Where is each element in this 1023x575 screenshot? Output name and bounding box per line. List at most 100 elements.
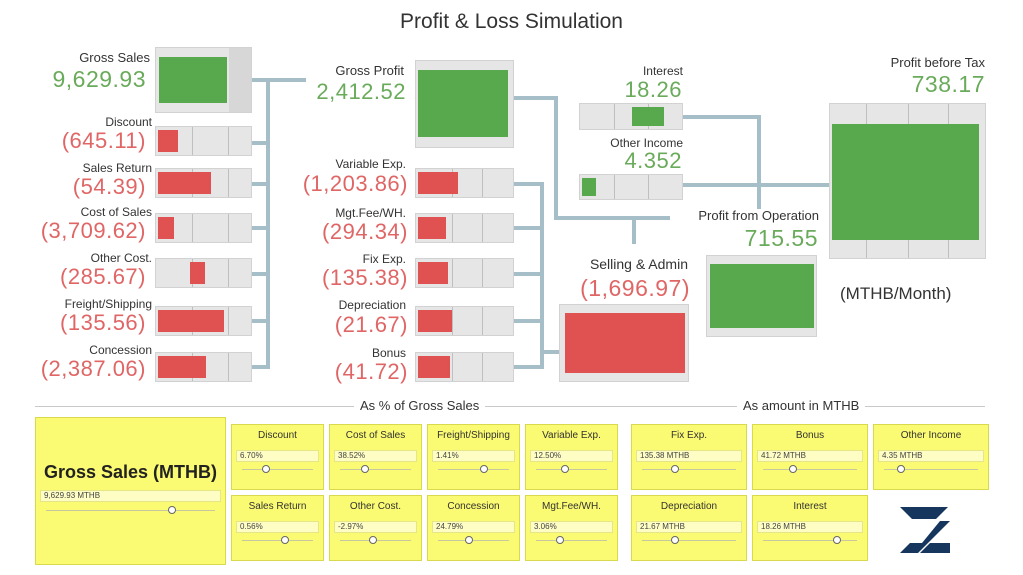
slider-track[interactable] [536, 469, 607, 470]
param-input[interactable]: 0.56% [236, 521, 319, 533]
slider-track[interactable] [884, 469, 978, 470]
slider-track[interactable] [642, 469, 736, 470]
param-panel-other-income[interactable]: Other Income 4.35 MTHB [873, 424, 989, 490]
other-cost-label: Other Cost. [90, 251, 152, 265]
param-panel-freight[interactable]: Freight/Shipping 1.41% [427, 424, 520, 490]
slider-knob[interactable] [897, 465, 906, 473]
z-logo-icon [900, 507, 950, 553]
depreciation-value: (21.67) [334, 312, 408, 337]
pct-section-title: As % of Gross Sales [354, 398, 486, 413]
gross-sales-label: Gross Sales [79, 50, 150, 65]
slider-knob[interactable] [560, 465, 569, 473]
sales-return-label: Sales Return [82, 161, 152, 175]
slider-track[interactable] [642, 540, 736, 541]
cost-of-sales-bar [155, 213, 252, 243]
gross-sales-slider[interactable] [168, 506, 176, 514]
param-panel-variable-exp[interactable]: Variable Exp. 12.50% [525, 424, 618, 490]
gross-sales-param-title: Gross Sales (MTHB) [43, 462, 218, 482]
param-title: Mgt.Fee/WH. [542, 501, 601, 512]
freight-value: (135.56) [60, 310, 146, 335]
slider-track[interactable] [340, 469, 411, 470]
param-panel-depreciation[interactable]: Depreciation 21.67 MTHB [631, 495, 747, 561]
param-panel-bonus[interactable]: Bonus 41.72 MTHB [752, 424, 868, 490]
param-input[interactable]: 18.26 MTHB [757, 521, 863, 533]
cost-of-sales-value: (3,709.62) [40, 218, 146, 243]
gross-sales-param-panel[interactable]: Gross Sales (MTHB) 9,629.93 MTHB [35, 417, 226, 565]
profit-before-tax-bar [829, 103, 986, 259]
param-panel-other-cost[interactable]: Other Cost. -2.97% [329, 495, 422, 561]
gross-profit-bar [415, 60, 514, 148]
slider-knob[interactable] [789, 465, 798, 473]
mgt-fee-bar [415, 213, 514, 243]
gross-profit-value: 2,412.52 [316, 79, 406, 104]
slider-knob[interactable] [361, 465, 370, 473]
param-input[interactable]: 12.50% [530, 450, 613, 462]
sales-return-bar [155, 168, 252, 198]
profit-before-tax-value: 738.17 [911, 71, 985, 97]
param-input[interactable]: -2.97% [334, 521, 417, 533]
slider-knob[interactable] [671, 536, 680, 544]
param-panel-concession[interactable]: Concession 24.79% [427, 495, 520, 561]
slider-knob[interactable] [833, 536, 842, 544]
slider-knob[interactable] [369, 536, 378, 544]
slider-knob[interactable] [480, 465, 489, 473]
profit-operation-bar [706, 255, 817, 337]
slider-track[interactable] [536, 540, 607, 541]
variable-exp-bar [415, 168, 514, 198]
variable-exp-label: Variable Exp. [335, 157, 406, 171]
selling-admin-bar [559, 304, 689, 382]
slider-knob[interactable] [671, 465, 680, 473]
param-input[interactable]: 1.41% [432, 450, 515, 462]
profit-before-tax-label: Profit before Tax [890, 55, 985, 70]
slider-track[interactable] [438, 540, 509, 541]
slider-track[interactable] [438, 469, 509, 470]
param-title: Bonus [795, 430, 825, 441]
param-input[interactable]: 41.72 MTHB [757, 450, 863, 462]
param-input[interactable]: 4.35 MTHB [878, 450, 984, 462]
param-input[interactable]: 135.38 MTHB [636, 450, 742, 462]
slider-track[interactable] [763, 540, 857, 541]
param-panel-fix-exp[interactable]: Fix Exp. 135.38 MTHB [631, 424, 747, 490]
fix-exp-label: Fix Exp. [362, 252, 406, 266]
param-title: Other Income [900, 430, 962, 441]
param-panel-sales-return[interactable]: Sales Return 0.56% [231, 495, 324, 561]
profit-operation-label: Profit from Operation [698, 208, 819, 223]
param-title: Variable Exp. [542, 430, 601, 441]
freight-bar [155, 306, 252, 336]
param-panel-cost-of-sales[interactable]: Cost of Sales 38.52% [329, 424, 422, 490]
slider-knob[interactable] [281, 536, 289, 544]
param-panel-interest[interactable]: Interest 18.26 MTHB [752, 495, 868, 561]
gross-sales-param-input[interactable]: 9,629.93 MTHB [40, 490, 221, 502]
other-cost-value: (285.67) [60, 264, 146, 289]
selling-admin-value: (1,696.97) [580, 275, 690, 301]
param-title: Fix Exp. [670, 430, 708, 441]
slider-knob[interactable] [555, 536, 564, 544]
slider-track[interactable] [242, 540, 313, 541]
param-title: Depreciation [660, 501, 718, 512]
param-input[interactable]: 6.70% [236, 450, 319, 462]
gross-sales-bar [155, 47, 252, 113]
param-input[interactable]: 3.06% [530, 521, 613, 533]
discount-bar [155, 126, 252, 156]
param-panel-discount[interactable]: Discount 6.70% [231, 424, 324, 490]
mgt-fee-label: Mgt.Fee/WH. [335, 206, 406, 220]
param-title: Interest [793, 501, 827, 512]
other-income-label: Other Income [610, 136, 683, 150]
cost-of-sales-label: Cost of Sales [80, 205, 152, 219]
param-title: Other Cost. [349, 501, 402, 512]
param-input[interactable]: 21.67 MTHB [636, 521, 742, 533]
param-panel-mgt-fee[interactable]: Mgt.Fee/WH. 3.06% [525, 495, 618, 561]
mgt-fee-value: (294.34) [322, 219, 408, 244]
other-income-value: 4.352 [624, 148, 682, 173]
param-input[interactable]: 38.52% [334, 450, 417, 462]
fix-exp-bar [415, 258, 514, 288]
interest-label: Interest [642, 64, 683, 78]
slider-knob[interactable] [465, 536, 474, 544]
slider-track[interactable] [763, 469, 857, 470]
depreciation-label: Depreciation [338, 298, 406, 312]
gross-profit-label: Gross Profit [335, 63, 404, 78]
slider-track[interactable] [242, 469, 313, 470]
param-title: Freight/Shipping [437, 430, 510, 441]
param-input[interactable]: 24.79% [432, 521, 515, 533]
slider-knob[interactable] [261, 465, 270, 473]
